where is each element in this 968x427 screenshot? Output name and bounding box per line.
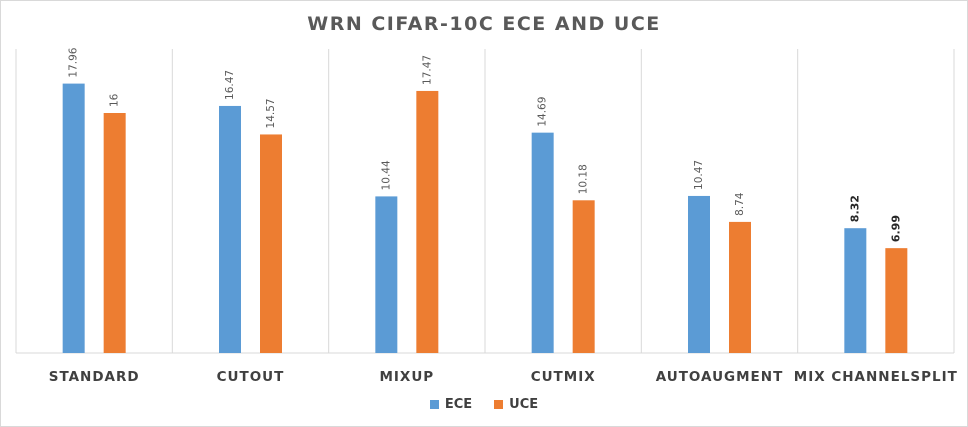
- bar-uce: [729, 221, 751, 353]
- x-tick-label: STANDARD: [49, 369, 140, 385]
- data-label-uce: 14.57: [265, 98, 277, 128]
- chart-title: WRN CIFAR-10C ECE AND UCE: [307, 13, 661, 35]
- data-label-ece: 17.96: [68, 47, 80, 77]
- data-label-uce: 8.74: [734, 192, 746, 216]
- legend-label-uce: UCE: [509, 397, 539, 412]
- data-label-ece: 14.69: [537, 97, 549, 127]
- x-tick-label: CUTMIX: [531, 369, 596, 385]
- bar-ece: [844, 228, 867, 353]
- data-label-uce: 16: [109, 93, 121, 107]
- x-tick-label: AUTOAUGMENT: [656, 369, 784, 385]
- x-tick-label: MIX CHANNELSPLIT: [794, 369, 958, 385]
- data-label-ece: 8.32: [848, 195, 861, 222]
- bar-ece: [219, 105, 241, 353]
- legend-item-uce: UCE: [494, 397, 538, 412]
- legend-swatch-uce: [494, 400, 504, 409]
- legend-label-ece: ECE: [444, 397, 473, 412]
- data-label-uce: 6.99: [889, 215, 902, 242]
- legend-item-ece: ECE: [429, 397, 473, 412]
- data-label-uce: 10.18: [578, 164, 590, 194]
- legend-swatch-ece: [429, 400, 439, 409]
- data-label-ece: 10.47: [693, 160, 705, 190]
- data-label-uce: 17.47: [421, 55, 433, 85]
- x-tick-label: MIXUP: [379, 369, 434, 385]
- bar-ece: [62, 83, 85, 353]
- bar-ece: [375, 196, 398, 353]
- bar-uce: [260, 134, 282, 353]
- bar-uce: [885, 248, 908, 353]
- bar-uce: [416, 90, 439, 353]
- x-tick-label: CUTOUT: [217, 369, 285, 385]
- bar-ece: [688, 195, 710, 353]
- bar-uce: [572, 200, 595, 353]
- bar-ece: [531, 132, 554, 353]
- data-label-ece: 16.47: [224, 70, 236, 100]
- data-label-ece: 10.44: [380, 160, 392, 190]
- bar-uce: [103, 113, 126, 353]
- legend: ECE UCE: [1, 397, 967, 412]
